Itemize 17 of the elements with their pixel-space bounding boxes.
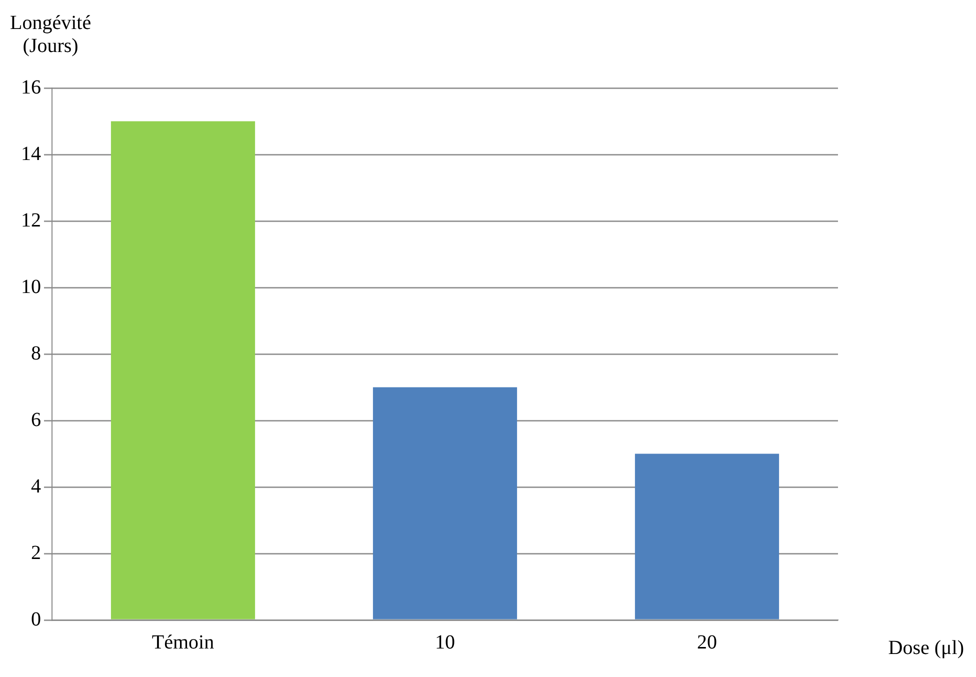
x-tick-label: 20: [697, 631, 717, 654]
y-tick-label: 10: [21, 276, 41, 298]
bar: [372, 387, 518, 620]
x-tick-label: Témoin: [152, 631, 214, 654]
y-tick-label: 8: [31, 342, 41, 364]
y-tick-label: 6: [31, 408, 41, 431]
y-tick-label: 2: [31, 542, 41, 564]
x-tick-label: 10: [435, 631, 455, 654]
bar: [110, 121, 256, 620]
y-axis-title: Longévité (Jours): [10, 12, 92, 58]
bar: [634, 454, 780, 620]
x-axis-title: Dose (μl): [888, 637, 964, 660]
y-tick-label: 0: [31, 608, 41, 630]
y-tick-label: 12: [21, 209, 41, 232]
y-tick-label: 4: [31, 475, 41, 498]
y-tick-label: 14: [21, 142, 41, 165]
y-tick-label: 16: [21, 76, 41, 98]
